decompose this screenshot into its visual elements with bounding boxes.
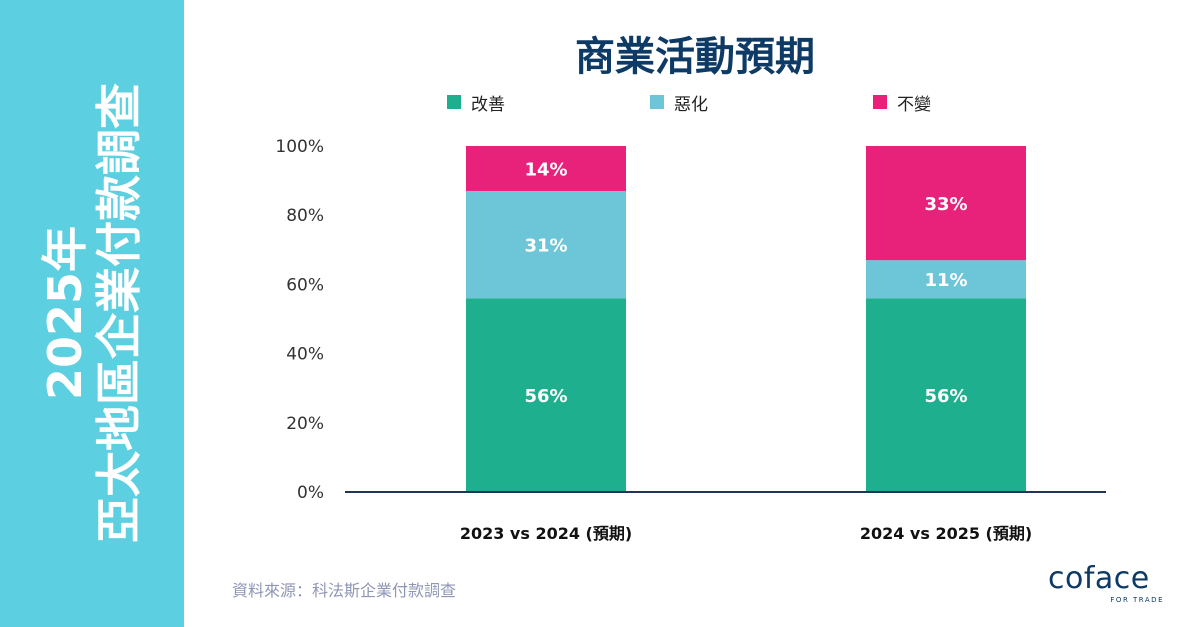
bar-segment (466, 298, 626, 492)
y-tick-label: 60% (286, 275, 324, 295)
bar-value-label: 31% (524, 236, 567, 257)
logo-wordmark: coface (1048, 561, 1150, 596)
legend-item-worsen: 惡化 (650, 92, 708, 115)
legend-label-improve: 改善 (471, 94, 505, 115)
logo-tagline: FOR TRADE (1110, 596, 1164, 604)
bar-value-label: 14% (524, 159, 567, 180)
bar-segment (466, 190, 626, 299)
bar-segment (866, 260, 1026, 299)
bar-segment (866, 146, 1026, 261)
source-note: 資料來源：科法斯企業付款調查 (232, 581, 457, 600)
sidebar: 2025年 亞太地區企業付款調查 (0, 0, 184, 627)
bar-value-label: 56% (524, 386, 567, 407)
legend-item-unchanged: 不變 (873, 92, 931, 115)
y-tick-label: 20% (286, 414, 324, 434)
bar-value-label: 33% (924, 194, 967, 215)
legend-swatch-unchanged (873, 95, 887, 109)
y-tick-label: 0% (297, 483, 324, 503)
x-category-label: 2024 vs 2025 (預期) (860, 524, 1032, 543)
x-category-label: 2023 vs 2024 (預期) (460, 524, 632, 543)
y-tick-label: 100% (275, 137, 324, 157)
y-tick-label: 40% (286, 345, 324, 365)
legend-label-unchanged: 不變 (897, 94, 931, 115)
chart-title: 商業活動預期 (575, 34, 815, 80)
bar-value-label: 11% (924, 270, 967, 291)
coface-logo: coface FOR TRADE (1048, 564, 1164, 608)
legend-swatch-worsen (650, 95, 664, 109)
bar-segment (866, 298, 1026, 492)
bar-value-label: 56% (924, 386, 967, 407)
bar-segment (466, 146, 626, 191)
y-tick-label: 80% (286, 206, 324, 226)
legend-swatch-improve (447, 95, 461, 109)
legend-item-improve: 改善 (447, 92, 505, 115)
legend-label-worsen: 惡化 (674, 94, 708, 115)
